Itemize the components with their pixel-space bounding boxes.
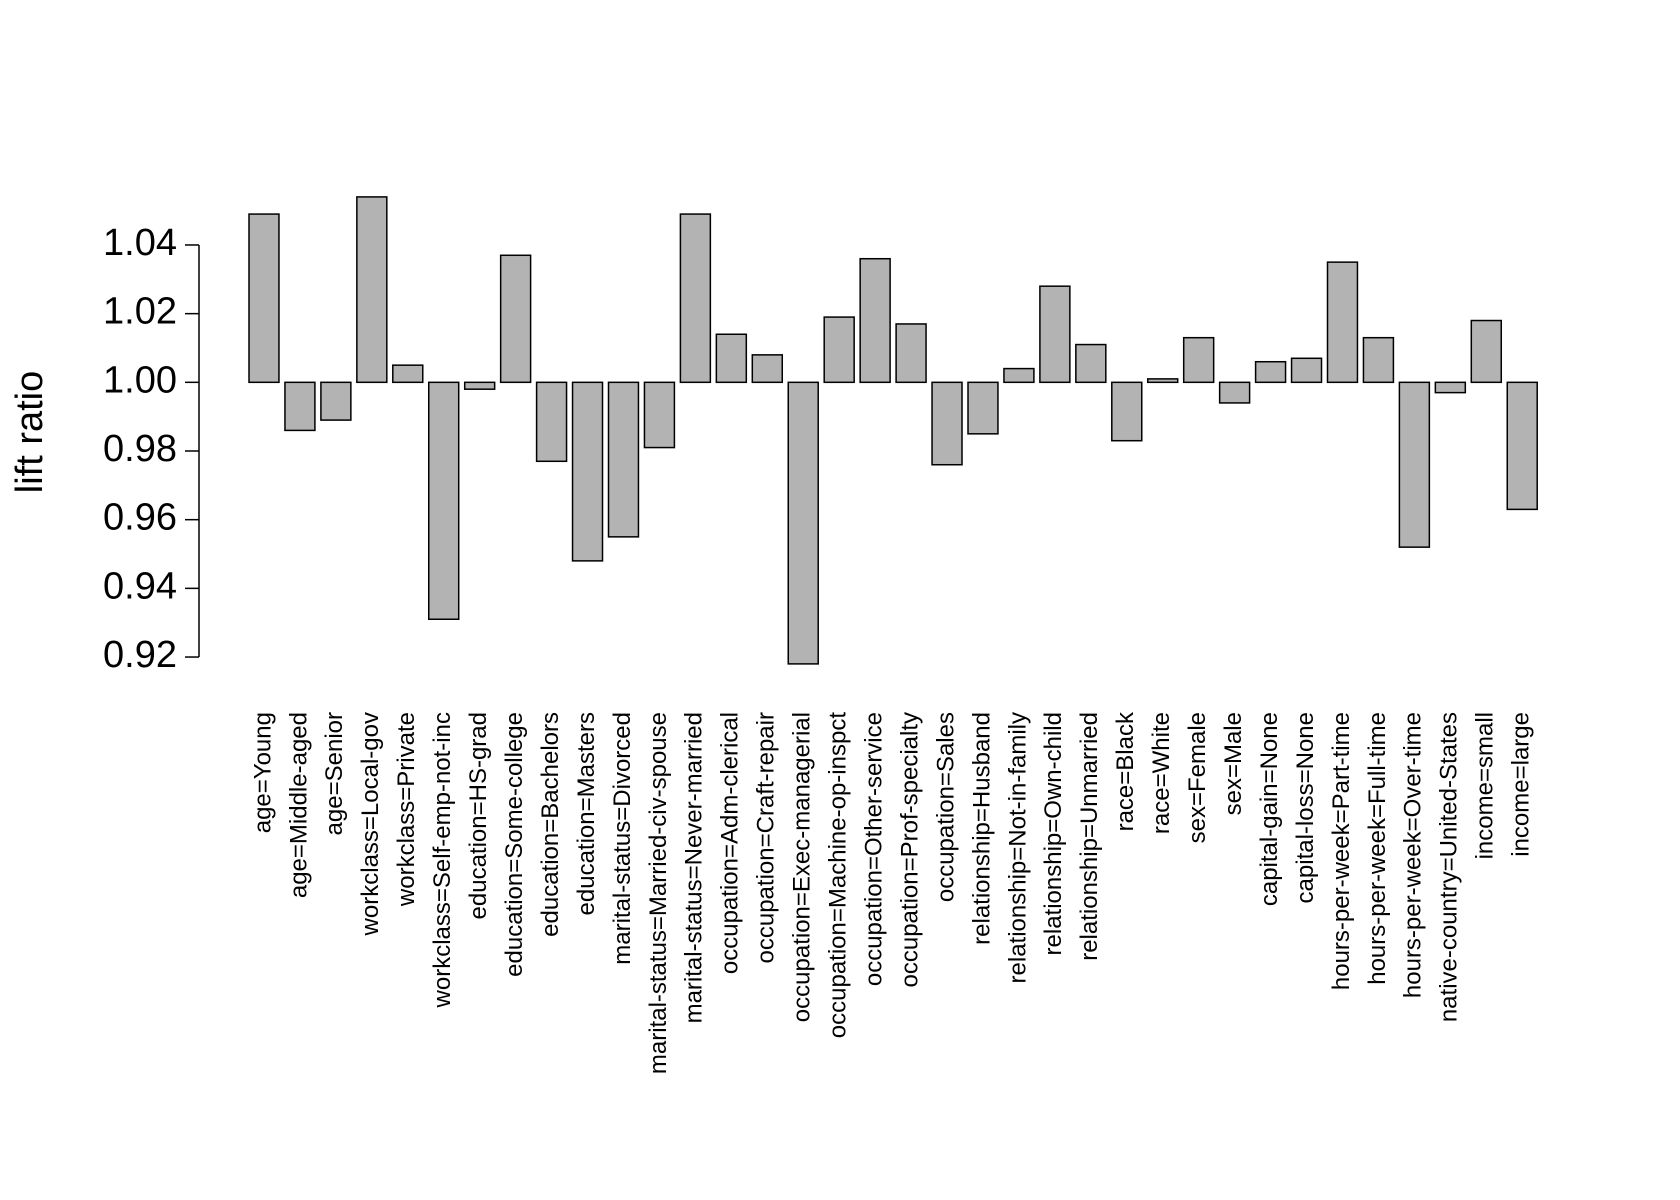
y-tick-label: 0.92	[103, 634, 177, 676]
x-tick-label: marital-status=Divorced	[609, 712, 636, 965]
x-tick-label: education=Bachelors	[537, 712, 564, 937]
bar	[1506, 381, 1538, 511]
x-tick-label: relationship=Not-in-family	[1004, 712, 1031, 983]
bar	[1039, 285, 1071, 384]
bar	[1182, 336, 1215, 384]
x-tick-label: relationship=Unmarried	[1076, 712, 1103, 961]
bar	[571, 381, 604, 562]
x-tick-label: age=Senior	[321, 712, 348, 835]
x-tick-label: occupation=Prof-specialty	[896, 712, 923, 987]
bar	[1147, 378, 1179, 384]
bar	[859, 257, 891, 384]
y-axis-label: lift ratio	[9, 371, 51, 493]
bar	[715, 333, 748, 384]
x-tick-label: sex=Male	[1220, 712, 1247, 815]
bar	[1111, 381, 1143, 442]
bar	[1398, 381, 1431, 548]
y-tick-label: 1.02	[103, 291, 177, 333]
x-tick-label: hours-per-week=Part-time	[1328, 712, 1355, 990]
x-tick-label: occupation=Craft-repair	[753, 712, 780, 963]
bar	[1075, 343, 1107, 384]
bar	[1003, 367, 1035, 384]
bar	[284, 381, 316, 432]
bar	[643, 381, 676, 449]
x-tick-label: education=HS-grad	[465, 712, 492, 919]
x-tick-label: marital-status=Married-civ-spouse	[645, 712, 672, 1074]
x-tick-label: education=Masters	[573, 712, 600, 915]
x-tick-label: race=Black	[1112, 711, 1139, 831]
x-tick-label: workclass=Local-gov	[357, 712, 384, 936]
x-tick-label: occupation=Sales	[932, 712, 959, 902]
bar	[320, 381, 352, 421]
x-tick-label: workclass=Self-emp-not-inc	[429, 712, 456, 1008]
bar	[967, 381, 999, 435]
x-tick-label: race=White	[1148, 712, 1175, 834]
bar	[1326, 261, 1359, 384]
bar	[823, 316, 855, 384]
y-tick-label: 0.94	[103, 565, 177, 607]
x-tick-label: hours-per-week=Over-time	[1400, 712, 1427, 998]
x-tick-label: relationship=Own-child	[1040, 712, 1067, 955]
x-tick-label: hours-per-week=Full-time	[1364, 712, 1391, 985]
bar	[356, 196, 388, 384]
bar	[931, 381, 963, 466]
x-tick-label: occupation=Exec-managerial	[789, 712, 816, 1022]
bar	[895, 323, 927, 384]
x-tick-label: capital-gain=None	[1256, 712, 1283, 906]
y-tick-label: 1.04	[103, 222, 177, 264]
y-tick-label: 1.00	[103, 359, 177, 401]
bar	[607, 381, 640, 538]
bar	[463, 381, 496, 390]
bar	[1290, 357, 1323, 384]
bar	[1218, 381, 1251, 404]
bar	[392, 364, 424, 384]
y-tick-label: 0.96	[103, 497, 177, 539]
bar	[787, 381, 819, 665]
x-tick-label: age=Young	[249, 712, 276, 833]
x-tick-label: age=Middle-aged	[285, 712, 312, 898]
bar	[535, 381, 568, 463]
bar	[1362, 336, 1395, 384]
bar	[1254, 360, 1287, 384]
bar	[248, 213, 280, 384]
bar	[679, 213, 712, 384]
bar	[751, 354, 784, 384]
bar	[428, 381, 460, 621]
x-tick-label: occupation=Machine-op-inspct	[825, 712, 852, 1039]
x-tick-label: marital-status=Never-married	[681, 712, 708, 1023]
x-tick-label: capital-loss=None	[1292, 712, 1319, 903]
bar	[1470, 319, 1503, 384]
bar	[499, 254, 532, 384]
x-tick-label: occupation=Other-service	[860, 712, 887, 986]
x-tick-label: relationship=Husband	[968, 712, 995, 945]
x-tick-label: occupation=Adm-clerical	[717, 712, 744, 974]
x-tick-label: income=large	[1508, 712, 1535, 857]
bar	[1434, 381, 1467, 394]
x-tick-label: native-country=United-States	[1436, 712, 1463, 1022]
y-tick-label: 0.98	[103, 428, 177, 470]
x-tick-label: workclass=Private	[393, 712, 420, 907]
x-tick-label: education=Some-college	[501, 712, 528, 977]
x-tick-label: income=small	[1472, 712, 1499, 859]
x-tick-label: sex=Female	[1184, 712, 1211, 843]
